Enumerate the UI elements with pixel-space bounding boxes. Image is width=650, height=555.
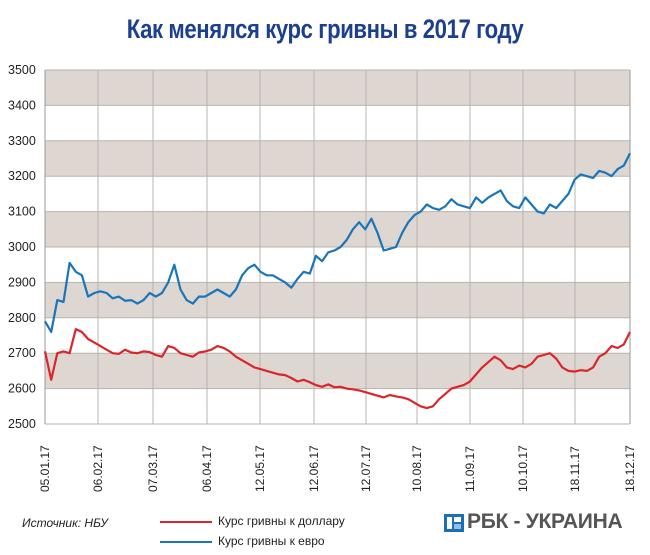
y-tick-label: 2900 xyxy=(8,275,36,289)
chart-footer: Источник: НБУ Курс гривны к доллару Курс… xyxy=(0,510,650,552)
y-tick-label: 2600 xyxy=(8,382,36,396)
x-tick-label: 06.04.17 xyxy=(200,445,214,492)
x-tick-label: 12.07.17 xyxy=(359,445,373,492)
chart-band xyxy=(45,140,630,177)
y-tick-label: 2700 xyxy=(8,346,36,360)
source-note: Источник: НБУ xyxy=(22,516,108,530)
y-tick-label: 2500 xyxy=(8,417,36,431)
x-tick-label: 10.10.17 xyxy=(516,445,530,492)
chart-band xyxy=(45,70,630,106)
chart-band xyxy=(45,105,630,141)
chart-band xyxy=(45,176,630,212)
series-line-usd xyxy=(43,328,631,410)
chart-band xyxy=(45,353,630,389)
chart-lines xyxy=(43,152,631,410)
x-tick-label: 18.12.17 xyxy=(623,445,637,492)
legend-swatch-usd xyxy=(160,521,212,523)
chart-band xyxy=(45,211,630,247)
x-tick-label: 18.11.17 xyxy=(568,446,582,492)
chart-bands xyxy=(45,70,630,424)
brand-name: РБК - УКРАИНА xyxy=(467,510,623,533)
legend-label-eur: Курс гривны к евро xyxy=(218,534,325,548)
chart-grid xyxy=(44,69,631,425)
chart-band xyxy=(45,317,630,354)
rbc-logo-icon xyxy=(444,514,464,532)
chart-title: Как менялся курс гривны в 2017 году xyxy=(126,14,524,44)
y-axis-ticks: 3500 3400 3300 3200 3100 3000 2900 2800 2700 2600… xyxy=(8,63,36,431)
y-tick-label: 3200 xyxy=(8,169,36,183)
y-tick-label: 3300 xyxy=(8,134,36,148)
chart-band xyxy=(45,388,630,424)
x-axis-ticks: 05.01.17 06.02.17 07.03.17 06.04.17 12.05.17… xyxy=(38,445,637,492)
y-tick-label: 3500 xyxy=(8,63,36,77)
y-tick-label: 3000 xyxy=(8,240,36,254)
y-tick-label: 3400 xyxy=(8,98,36,112)
chart-band xyxy=(45,247,630,283)
x-tick-label: 06.02.17 xyxy=(91,445,105,492)
x-tick-label: 10.08.17 xyxy=(410,445,424,492)
legend-label-usd: Курс гривны к доллару xyxy=(218,514,345,528)
x-tick-label: 12.05.17 xyxy=(253,445,267,492)
line-chart: 3500 3400 3300 3200 3100 3000 2900 2800 2700 2600… xyxy=(8,63,637,492)
x-tick-label: 05.01.17 xyxy=(38,445,52,492)
y-tick-label: 2800 xyxy=(8,311,36,325)
y-tick-label: 3100 xyxy=(8,205,36,219)
x-tick-label: 12.06.17 xyxy=(307,445,321,492)
legend-swatch-eur xyxy=(160,541,212,543)
x-tick-label: 11.09.17 xyxy=(463,446,477,492)
x-tick-label: 07.03.17 xyxy=(146,445,160,492)
series-line-eur xyxy=(44,152,631,334)
